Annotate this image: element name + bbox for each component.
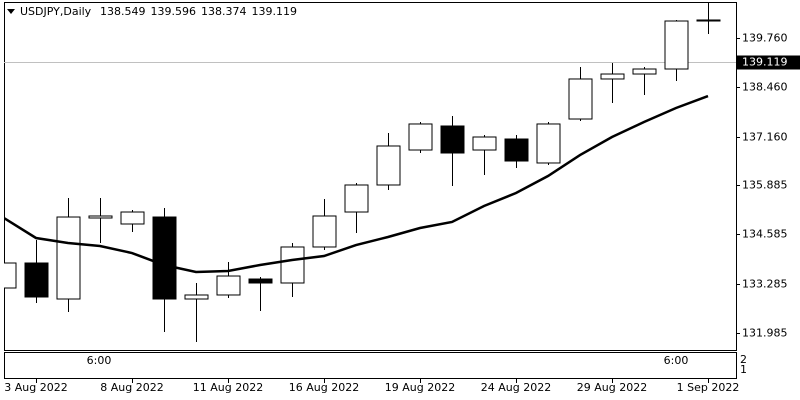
y-tick-label: 133.285 [742, 278, 788, 291]
subwindow-time-label: 6:00 [87, 354, 112, 367]
moving-average [4, 94, 709, 274]
candle-body [56, 216, 81, 300]
candle-body [664, 20, 689, 70]
candle-body [568, 78, 593, 120]
x-tick-label: 8 Aug 2022 [100, 381, 163, 394]
candle-body [280, 246, 305, 284]
candle-body [408, 123, 433, 151]
symbol-title: USDJPY,Daily [20, 5, 92, 18]
candle-body [600, 73, 625, 80]
collapse-triangle[interactable] [7, 9, 15, 14]
y-tick-label: 134.585 [742, 228, 788, 241]
y-tick-label: 139.760 [742, 32, 788, 45]
ohlc-header: 138.549 139.596 138.374 139.119 [100, 5, 297, 18]
candle-body [376, 145, 401, 186]
last-price-label: 139.119 [742, 56, 788, 69]
ohlc-value: 138.549 [100, 5, 146, 18]
candle-body [120, 211, 145, 225]
candle-body [312, 215, 337, 248]
x-tick-label: 16 Aug 2022 [289, 381, 359, 394]
subwindow-frame [4, 352, 737, 379]
candle-body [472, 136, 497, 151]
x-tick-label: 19 Aug 2022 [385, 381, 455, 394]
y-tick-label: 137.160 [742, 131, 788, 144]
candle-body [504, 138, 529, 162]
x-tick-label: 3 Aug 2022 [4, 381, 67, 394]
candle-body [344, 184, 369, 213]
x-tick-label: 29 Aug 2022 [577, 381, 647, 394]
candle-body [152, 216, 177, 300]
subwindow-scale-label: 2 [740, 353, 747, 366]
candle-body [184, 294, 209, 300]
ohlc-value: 138.374 [201, 5, 247, 18]
y-tick-label: 131.985 [742, 327, 788, 340]
plot-frame [4, 2, 737, 351]
candle-body [632, 68, 657, 75]
candle-body [24, 262, 49, 298]
candle-body [4, 262, 17, 289]
plot-area [4, 2, 736, 343]
ohlc-value: 139.596 [151, 5, 197, 18]
candle-body [440, 125, 465, 154]
y-tick-label: 138.460 [742, 81, 788, 94]
y-tick-label: 135.885 [742, 179, 788, 192]
ohlc-value: 139.119 [252, 5, 298, 18]
x-tick-label: 11 Aug 2022 [193, 381, 263, 394]
candle-body [536, 123, 561, 164]
candle-body [216, 275, 241, 296]
candle-body [88, 215, 113, 219]
candle-body [248, 278, 273, 284]
last-price-box [737, 55, 800, 70]
x-tick-label: 1 Sep 2022 [677, 381, 740, 394]
subwindow-time-label: 6:00 [664, 354, 689, 367]
x-tick-label: 24 Aug 2022 [481, 381, 551, 394]
subwindow-scale-label: 1 [740, 363, 747, 376]
candle-body [696, 19, 721, 22]
